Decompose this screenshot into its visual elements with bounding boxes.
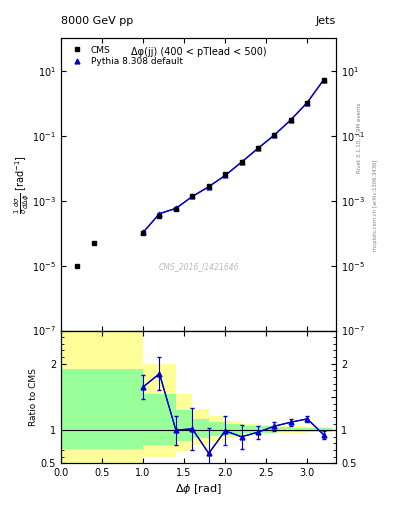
Text: CMS_2016_I1421646: CMS_2016_I1421646: [158, 262, 239, 271]
CMS: [157, 212, 162, 219]
CMS: [174, 206, 178, 212]
Line: CMS: CMS: [75, 78, 326, 268]
Text: mcplots.cern.ch [arXiv:1306.3436]: mcplots.cern.ch [arXiv:1306.3436]: [373, 159, 378, 250]
Pythia 8.308 default: [223, 173, 228, 179]
Text: Jets: Jets: [316, 15, 336, 26]
Pythia 8.308 default: [255, 145, 260, 152]
Pythia 8.308 default: [321, 77, 326, 83]
Pythia 8.308 default: [206, 184, 211, 190]
Pythia 8.308 default: [305, 99, 310, 105]
X-axis label: $\Delta\phi$ [rad]: $\Delta\phi$ [rad]: [175, 482, 222, 497]
Y-axis label: Ratio to CMS: Ratio to CMS: [29, 368, 38, 426]
CMS: [239, 159, 244, 165]
CMS: [190, 193, 195, 199]
CMS: [288, 117, 293, 123]
Pythia 8.308 default: [288, 117, 293, 123]
Legend: CMS, Pythia 8.308 default: CMS, Pythia 8.308 default: [65, 43, 185, 69]
Text: 8000 GeV pp: 8000 GeV pp: [61, 15, 133, 26]
Text: Δφ(jj) (400 < pTlead < 500): Δφ(jj) (400 < pTlead < 500): [130, 47, 266, 57]
CMS: [305, 99, 310, 105]
Pythia 8.308 default: [190, 194, 195, 200]
CMS: [75, 263, 80, 269]
CMS: [92, 240, 96, 246]
Text: Rivet 3.1.10, 2.9M events: Rivet 3.1.10, 2.9M events: [357, 103, 362, 174]
CMS: [272, 132, 277, 138]
CMS: [206, 183, 211, 189]
Pythia 8.308 default: [174, 205, 178, 211]
Line: Pythia 8.308 default: Pythia 8.308 default: [141, 77, 326, 235]
Pythia 8.308 default: [272, 132, 277, 138]
CMS: [255, 145, 260, 151]
CMS: [321, 77, 326, 83]
CMS: [223, 171, 228, 177]
CMS: [141, 230, 145, 236]
Pythia 8.308 default: [141, 229, 145, 236]
Y-axis label: $\frac{1}{\sigma}\frac{d\sigma}{d\Delta\phi}$ [rad$^{-1}$]: $\frac{1}{\sigma}\frac{d\sigma}{d\Delta\…: [12, 155, 31, 214]
Pythia 8.308 default: [157, 210, 162, 217]
Pythia 8.308 default: [239, 159, 244, 165]
